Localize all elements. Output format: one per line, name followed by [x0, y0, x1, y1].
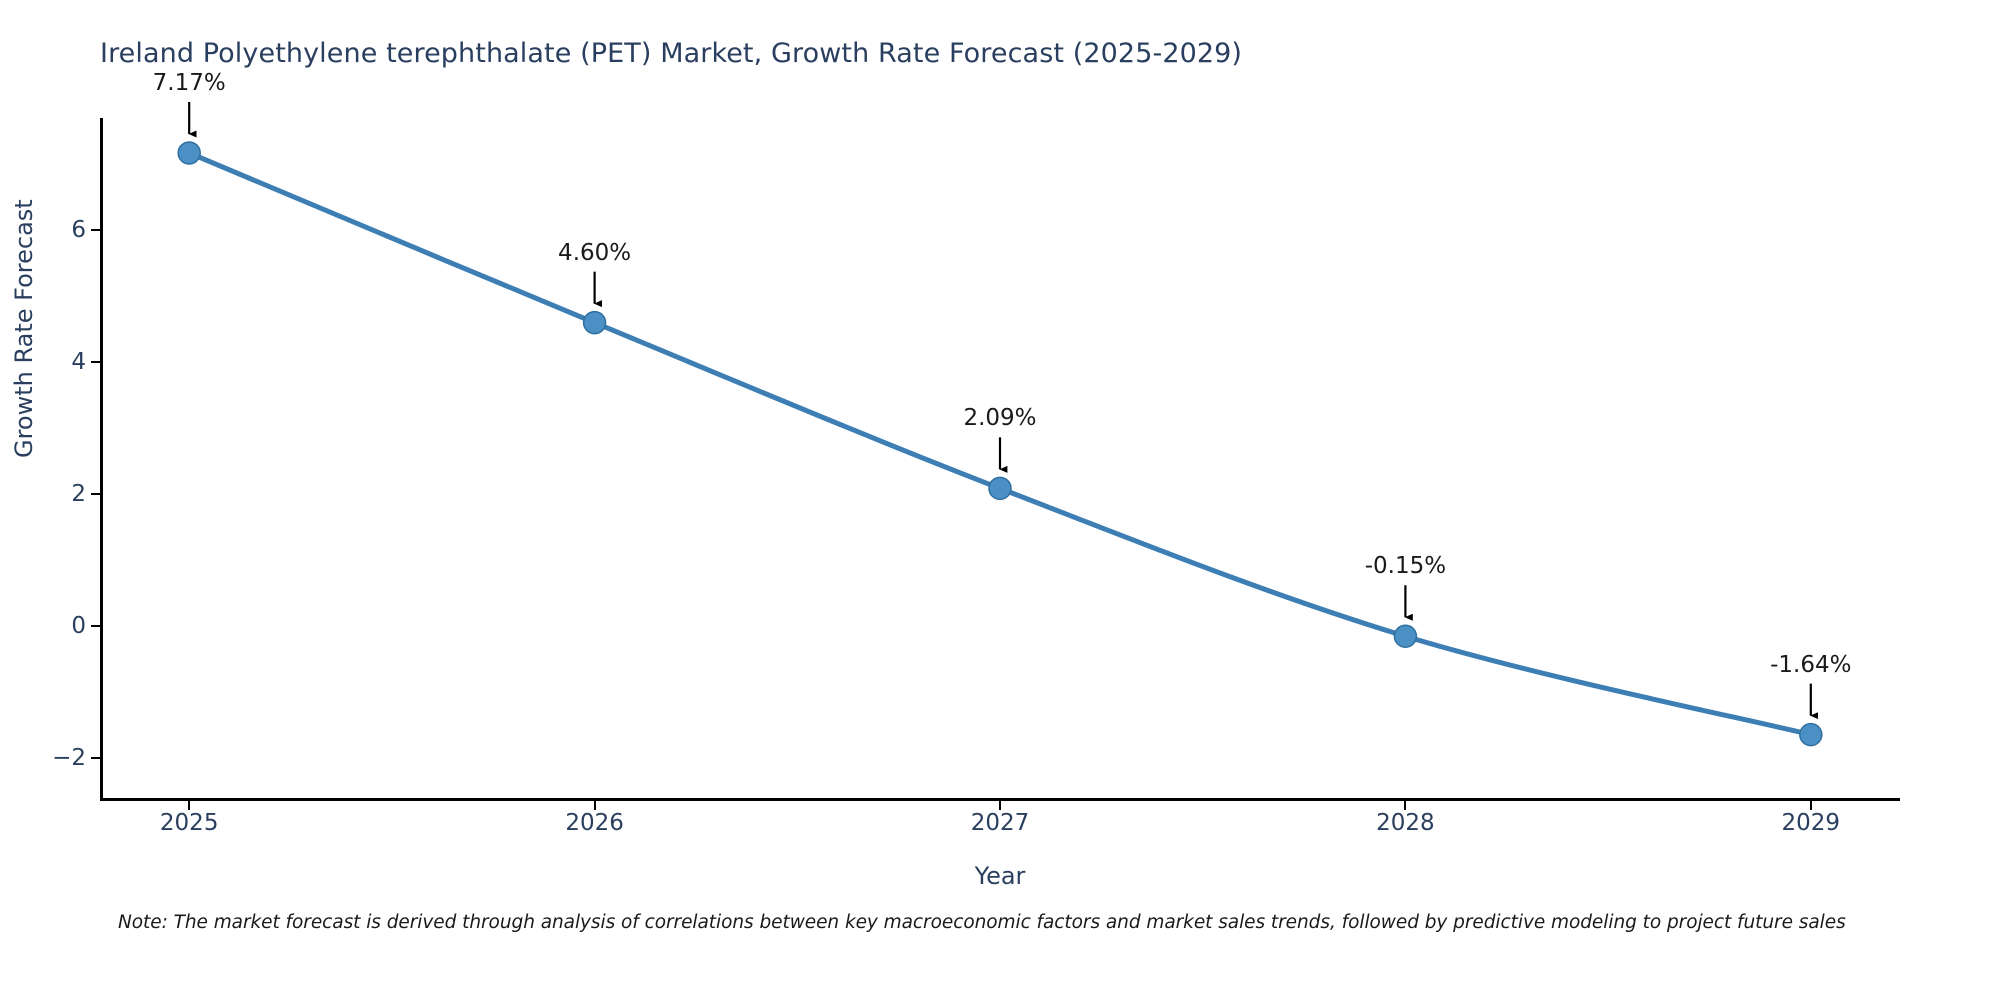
- y-tick-label: 2: [71, 481, 86, 508]
- y-tick-mark: [91, 625, 100, 628]
- x-tick-label: 2025: [159, 810, 219, 836]
- data-point-marker[interactable]: [582, 310, 607, 335]
- data-point-marker[interactable]: [1799, 722, 1823, 747]
- x-axis-title: Year: [974, 862, 1026, 890]
- series-line-and-markers: [177, 101, 1823, 747]
- x-tick-mark: [999, 801, 1001, 810]
- data-point-marker[interactable]: [988, 476, 1012, 501]
- y-axis-line: [100, 118, 103, 798]
- data-point-markers: [177, 141, 1823, 747]
- chart-footnote: Note: The market forecast is derived thr…: [118, 912, 1846, 933]
- data-point-marker[interactable]: [177, 141, 201, 165]
- x-tick-label: 2026: [565, 810, 624, 836]
- annotation-arrows: [188, 101, 1819, 720]
- y-tick-label: 4: [71, 349, 86, 376]
- x-tick-mark: [1809, 801, 1812, 810]
- chart-title: Ireland Polyethylene terephthalate (PET)…: [100, 38, 1243, 69]
- x-tick-mark: [188, 801, 191, 810]
- data-point-marker[interactable]: [1393, 624, 1418, 649]
- data-point-label: -1.64%: [1770, 651, 1852, 678]
- y-tick-mark: [91, 361, 100, 364]
- x-tick-mark: [593, 801, 596, 810]
- y-tick-label: 0: [71, 613, 86, 640]
- plot-area: 6 4 2 0 −2 2025 2026 2027 2028 2029 7.17% 4.60% 2.…: [52, 70, 1900, 836]
- x-tick-label: 2028: [1376, 810, 1435, 836]
- x-tick-mark: [1404, 801, 1407, 810]
- data-point-label: 2.09%: [963, 405, 1037, 432]
- y-tick-mark: [91, 757, 100, 760]
- x-tick-label: 2027: [970, 810, 1030, 836]
- data-point-label: 4.60%: [558, 239, 632, 266]
- x-tick-label: 2029: [1781, 810, 1841, 836]
- data-point-label: -0.15%: [1364, 553, 1447, 580]
- y-tick-label: 6: [71, 217, 86, 244]
- data-point-label: 7.17%: [152, 70, 226, 96]
- x-axis-line: [100, 798, 1900, 801]
- y-tick-mark: [91, 229, 100, 232]
- y-tick-label: −2: [52, 745, 86, 772]
- y-axis-title: Growth Rate Forecast: [10, 199, 38, 458]
- y-tick-mark: [91, 493, 100, 496]
